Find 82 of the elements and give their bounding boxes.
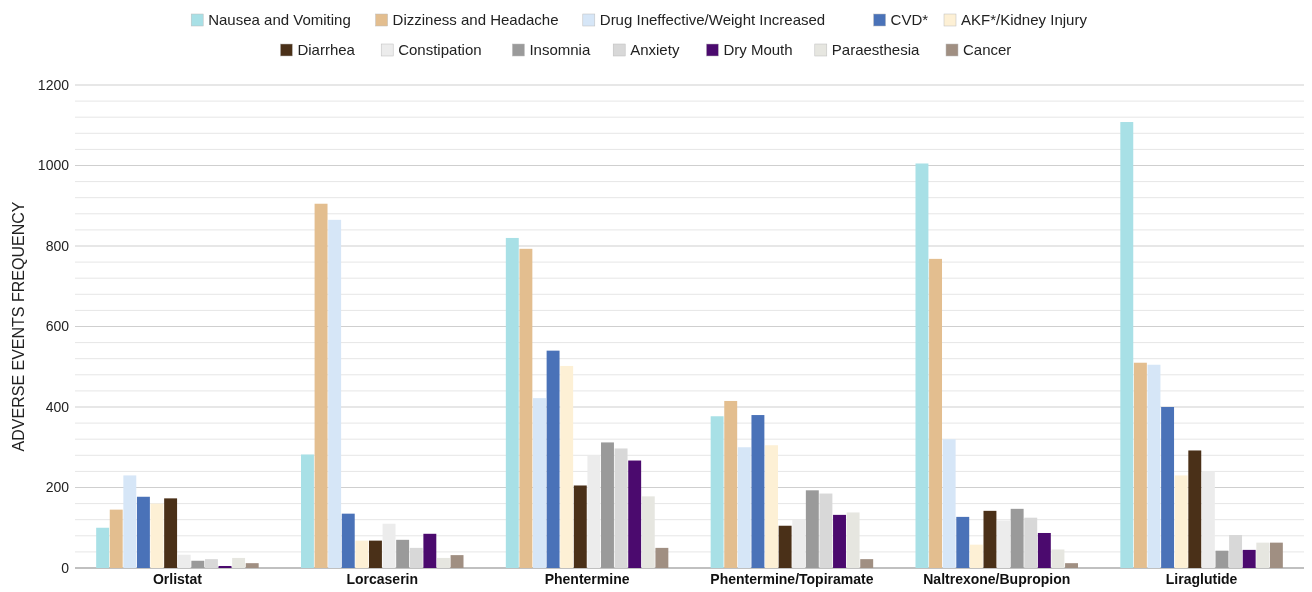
x-tick-label: Naltrexone/Bupropion xyxy=(923,571,1071,587)
y-tick-label: 1200 xyxy=(37,76,70,93)
y-tick-label: 1000 xyxy=(37,157,70,174)
bar xyxy=(956,516,970,568)
y-tick-label: 0 xyxy=(61,559,70,576)
bar xyxy=(218,565,232,568)
bar xyxy=(505,237,519,568)
x-tick-label: Orlistat xyxy=(152,571,203,587)
bar xyxy=(450,555,464,568)
bar xyxy=(341,513,355,568)
bar xyxy=(819,493,833,568)
bar xyxy=(355,540,369,568)
bar xyxy=(573,485,587,568)
bar xyxy=(136,496,150,568)
bar xyxy=(833,514,846,568)
y-tick-label: 800 xyxy=(45,237,70,254)
bar xyxy=(204,559,218,568)
bar xyxy=(314,203,328,568)
x-tick-label: Liraglutide xyxy=(1165,571,1238,587)
legend-label: Constipation xyxy=(398,41,482,59)
y-tick-label: 400 xyxy=(45,398,70,415)
bar xyxy=(1174,475,1188,568)
bar xyxy=(328,219,342,568)
y-tick-label: 600 xyxy=(45,318,70,335)
bar xyxy=(301,454,314,568)
bar xyxy=(409,547,423,568)
bar xyxy=(1161,407,1175,568)
bar xyxy=(765,445,778,568)
bar xyxy=(245,563,259,568)
bar xyxy=(1188,450,1202,568)
legend-label: Cancer xyxy=(963,41,1012,59)
bar xyxy=(751,415,765,568)
x-tick-label: Phentermine/Topiramate xyxy=(710,571,874,587)
legend-label: Dry Mouth xyxy=(723,41,793,59)
bar xyxy=(724,400,738,568)
bar xyxy=(96,527,110,568)
legend-label: CVD* xyxy=(890,11,929,29)
bar xyxy=(1147,364,1161,568)
bar xyxy=(1024,517,1038,568)
bar xyxy=(436,557,450,568)
legend-label: Dizziness and Headache xyxy=(392,11,559,29)
legend-label: Nausea and Vomiting xyxy=(208,11,351,29)
x-tick-label: Phentermine xyxy=(544,571,630,587)
bar xyxy=(1037,532,1051,568)
bar xyxy=(737,447,751,568)
bar xyxy=(655,547,669,568)
legend-label: AKF*/Kidney Injury xyxy=(961,11,1088,29)
bar xyxy=(533,398,546,568)
x-tick-label: Lorcaserin xyxy=(346,571,419,587)
bar xyxy=(423,533,437,568)
bar xyxy=(929,258,943,568)
bar xyxy=(150,503,164,568)
bar xyxy=(1242,549,1256,568)
legend-label: Diarrhea xyxy=(297,41,356,59)
bar xyxy=(368,540,382,568)
bar xyxy=(710,416,724,568)
bar xyxy=(860,559,874,568)
bar xyxy=(560,365,574,568)
bar xyxy=(1229,535,1243,568)
bar xyxy=(519,248,533,568)
legend-label: Anxiety xyxy=(630,41,680,59)
bar xyxy=(123,475,137,568)
bar xyxy=(1269,542,1283,568)
bar xyxy=(915,163,929,568)
bar xyxy=(1133,362,1147,568)
bar xyxy=(1120,122,1134,568)
bar xyxy=(177,554,191,568)
bar xyxy=(232,557,246,568)
bar xyxy=(164,498,178,568)
y-tick-label: 200 xyxy=(45,479,70,496)
y-axis-title: ADVERSE EVENTS FREQUENCY xyxy=(10,201,27,452)
bar xyxy=(969,544,983,568)
bar xyxy=(983,510,997,568)
bar xyxy=(546,350,560,568)
bar xyxy=(628,460,642,568)
legend-label: Insomnia xyxy=(529,41,591,59)
bar xyxy=(778,525,792,568)
legend-label: Drug Ineffective/Weight Increased xyxy=(599,11,826,29)
legend-label: Paraesthesia xyxy=(831,41,921,59)
bar xyxy=(1065,563,1078,568)
bar xyxy=(109,509,123,568)
bar xyxy=(942,439,956,568)
